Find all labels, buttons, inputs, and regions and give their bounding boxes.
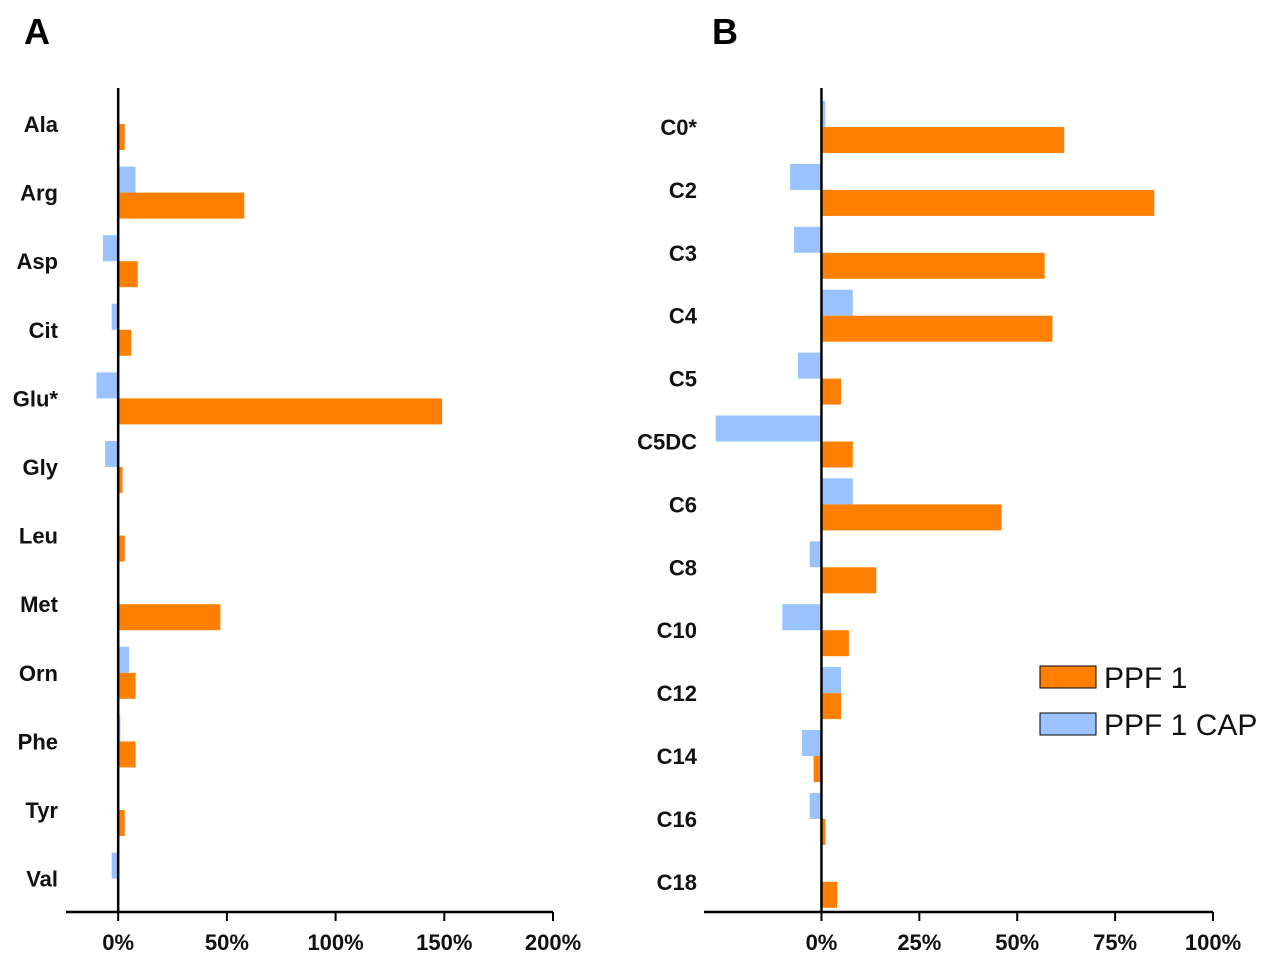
category-label-c10: C10 — [657, 618, 697, 643]
bar-ppf1-cap-c8 — [809, 541, 822, 568]
bar-ppf1-orn — [118, 672, 136, 699]
category-label-val: Val — [26, 867, 58, 892]
bar-ppf1-cap-arg — [118, 166, 136, 193]
category-label-phe: Phe — [18, 729, 58, 754]
bar-ppf1-c8 — [821, 567, 877, 594]
bar-ppf1-c5 — [821, 378, 842, 405]
bar-ppf1-asp — [118, 261, 138, 288]
x-tick-label: 25% — [897, 930, 941, 955]
bar-ppf1-cap-gly — [105, 441, 119, 467]
bar-ppf1-cap-c14 — [801, 730, 822, 756]
x-tick-label: 50% — [995, 930, 1039, 955]
category-label-c4: C4 — [669, 304, 698, 329]
bar-ppf1-cap-orn — [118, 646, 130, 673]
panel-a-letter: A — [24, 11, 50, 52]
x-tick-label: 75% — [1093, 930, 1137, 955]
legend-label-ppf1: PPF 1 — [1104, 662, 1187, 695]
bar-ppf1-c18 — [821, 881, 838, 908]
bar-ppf1-cap-val — [111, 852, 119, 879]
x-tick-label: 100% — [1185, 930, 1241, 955]
panel-b-letter: B — [712, 11, 738, 52]
x-tick-label: 50% — [205, 930, 249, 955]
bar-ppf1-arg — [118, 192, 245, 219]
bar-ppf1-cap-c2 — [790, 163, 822, 190]
x-tick-label: 0% — [102, 930, 134, 955]
category-label-c6: C6 — [669, 492, 697, 517]
bar-ppf1-c3 — [821, 252, 1045, 279]
bar-ppf1-cap-asp — [102, 235, 119, 262]
category-label-orn: Orn — [19, 661, 58, 686]
category-label-c14: C14 — [657, 744, 698, 769]
bar-ppf1-cap-c3 — [794, 226, 822, 253]
bar-ppf1-glu — [118, 398, 443, 425]
legend-swatch-ppf1 — [1039, 665, 1097, 689]
category-label-c3: C3 — [669, 241, 697, 266]
legend: PPF 1 PPF 1 CAP — [1039, 662, 1257, 742]
bar-ppf1-tyr — [118, 810, 125, 836]
x-tick-label: 150% — [416, 930, 472, 955]
x-tick-label: 100% — [307, 930, 363, 955]
category-label-leu: Leu — [19, 524, 58, 549]
bar-ppf1-c0 — [821, 127, 1065, 153]
bar-ppf1-c12 — [821, 693, 842, 720]
category-label-arg: Arg — [20, 181, 58, 206]
category-label-asp: Asp — [16, 249, 58, 274]
bar-ppf1-phe — [118, 741, 136, 768]
bar-ppf1-cap-glu — [96, 372, 119, 399]
category-label-c16: C16 — [657, 807, 697, 832]
bar-ppf1-cap-c10 — [782, 604, 822, 631]
bar-ppf1-c5dc — [821, 441, 853, 468]
bar-ppf1-cit — [118, 329, 132, 356]
bar-ppf1-cap-c0 — [821, 101, 826, 127]
category-label-gly: Gly — [23, 455, 59, 480]
bar-ppf1-cap-c12 — [821, 667, 842, 694]
bar-ppf1-c6 — [821, 504, 1002, 531]
category-label-c2: C2 — [669, 178, 697, 203]
legend-label-ppf1-cap: PPF 1 CAP — [1104, 709, 1257, 742]
x-tick-label: 0% — [806, 930, 838, 955]
bar-ppf1-met — [118, 604, 221, 631]
bar-ppf1-c14 — [813, 756, 822, 782]
bar-ppf1-leu — [118, 535, 125, 562]
bar-ppf1-cap-c16 — [809, 792, 822, 819]
bar-ppf1-cap-c5 — [797, 352, 822, 379]
x-tick-label: 200% — [525, 930, 581, 955]
bar-ppf1-cap-c5dc — [715, 415, 822, 442]
category-label-c8: C8 — [669, 555, 697, 580]
bar-ppf1-cap-c4 — [821, 289, 853, 316]
category-label-c5: C5 — [669, 367, 697, 392]
category-label-ala: Ala — [24, 112, 59, 137]
bar-ppf1-ala — [118, 124, 125, 150]
category-label-c5dc: C5DC — [637, 430, 697, 455]
category-label-met: Met — [20, 592, 59, 617]
category-label-tyr: Tyr — [25, 798, 58, 823]
category-label-glu: Glu* — [13, 386, 59, 411]
category-label-c18: C18 — [657, 870, 697, 895]
bar-ppf1-c4 — [821, 315, 1053, 342]
bar-ppf1-c16 — [821, 818, 826, 845]
category-label-c12: C12 — [657, 681, 697, 706]
bar-ppf1-c2 — [821, 189, 1155, 216]
bar-ppf1-gly — [118, 467, 123, 493]
bar-ppf1-cap-c6 — [821, 478, 853, 505]
bar-ppf1-c10 — [821, 630, 849, 657]
category-label-cit: Cit — [29, 318, 59, 343]
category-label-c0: C0* — [660, 115, 697, 140]
panel-b-chart: B C0* C2 C3 C4 C5 C5DC C6 C8 C10 C12 C14 C16 C18 0% 25… — [637, 11, 1241, 955]
bar-ppf1-cap-cit — [111, 303, 119, 330]
legend-swatch-ppf1-cap — [1039, 712, 1097, 736]
panel-a-chart: A Ala Arg Asp Cit Glu* Gly Leu Met Orn Phe Tyr Val 0… — [13, 11, 581, 955]
